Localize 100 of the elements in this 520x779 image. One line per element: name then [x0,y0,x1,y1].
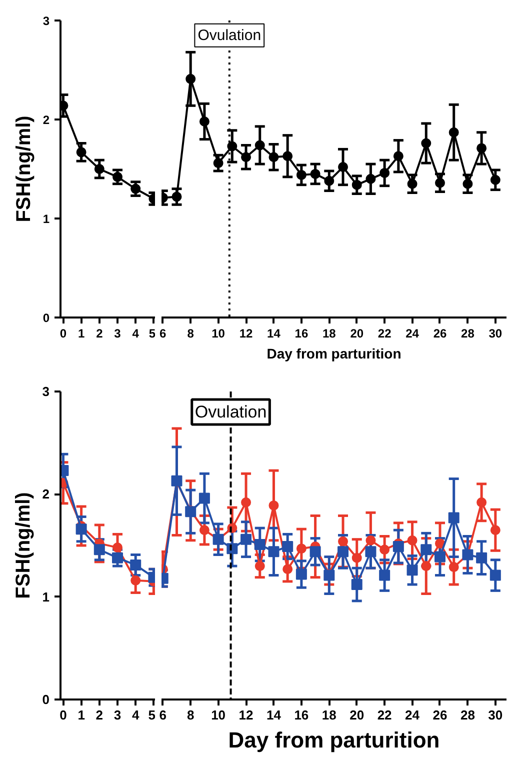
y-axis-title: FSH(ng/ml) [12,492,34,599]
point [490,174,500,185]
x-tick-label: 5 [148,326,156,340]
x-tick-label: 5 [148,708,156,722]
y-tick-label: 0 [42,311,50,325]
point [366,535,376,546]
x-tick-label: 0 [60,326,67,340]
y-axis-title: FSH(ng/ml) [12,116,35,222]
x-tick-label: 6 [159,708,167,722]
point [268,546,280,558]
x-tick-label: 1 [78,326,85,340]
y-tick-label: 2 [42,113,50,127]
point [94,164,104,174]
x-tick-label: 3 [114,326,122,340]
point [130,184,141,194]
point [199,525,210,536]
x-axis-title: Day from parturition [266,346,402,362]
point [282,151,293,162]
point [448,127,459,138]
x-tick-label: 6 [160,326,167,340]
x-tick-label: 20 [350,326,364,340]
x-tick-label: 10 [211,708,226,722]
x-tick-label: 16 [294,326,308,340]
point [490,570,501,581]
point [94,544,105,556]
x-tick-label: 4 [132,326,140,340]
annotation: Ovulation [198,26,262,44]
x-tick-label: 18 [322,708,336,722]
point [112,552,123,564]
x-tick-label: 30 [488,708,503,722]
point [227,141,238,152]
y-tick-label: 3 [42,384,50,399]
point [268,500,279,510]
point [351,579,362,590]
point [338,162,348,172]
x-tick-label: 18 [322,326,336,340]
point [448,562,459,572]
x-axis-title: Day from parturition [228,728,440,752]
x-tick-label: 26 [433,326,447,340]
point [324,176,334,186]
x-tick-label: 26 [432,708,448,722]
y-tick-label: 0 [42,692,50,707]
point [76,147,86,158]
point [310,546,321,558]
point [310,168,320,179]
point [296,544,306,554]
point [338,546,349,558]
point [130,575,141,586]
point [338,536,348,546]
x-tick-label: 10 [212,326,226,340]
point [476,143,487,154]
point [366,174,376,184]
x-tick-label: 1 [78,708,85,722]
x-tick-label: 16 [294,708,309,722]
x-tick-label: 3 [114,708,122,722]
point [198,492,210,504]
point [112,172,122,182]
point [379,570,390,581]
point [476,497,487,508]
x-tick-label: 8 [187,326,194,340]
point [476,552,488,564]
point [420,544,432,556]
point [172,192,182,202]
x-tick-label: 4 [132,708,140,722]
x-tick-label: 22 [377,708,392,722]
x-tick-label: 28 [461,326,475,340]
point [448,512,460,524]
point [434,178,445,188]
point [241,152,252,162]
point [352,180,362,190]
y-tick-label: 3 [42,14,50,28]
point [296,170,306,180]
point [296,568,307,580]
point [407,178,418,189]
point [490,525,500,536]
point [421,138,432,148]
point [282,541,294,552]
point [268,152,279,162]
point [380,544,390,555]
point [406,564,418,576]
x-tick-label: 0 [60,708,67,722]
point [130,560,142,571]
point [421,561,432,572]
point [365,546,376,558]
x-tick-label: 14 [267,326,281,340]
y-tick-label: 1 [42,589,50,604]
x-tick-label: 22 [378,326,392,340]
point [199,116,210,126]
y-tick-label: 2 [42,486,50,502]
point [407,535,418,546]
x-tick-label: 28 [460,708,475,722]
point [186,74,196,84]
point [434,538,445,548]
point [434,551,446,562]
x-tick-label: 2 [96,708,104,722]
x-tick-label: 12 [238,708,254,722]
y-tick-label: 1 [42,212,50,226]
annotation: Ovulation [194,402,267,422]
point [462,178,473,189]
point [282,564,293,574]
